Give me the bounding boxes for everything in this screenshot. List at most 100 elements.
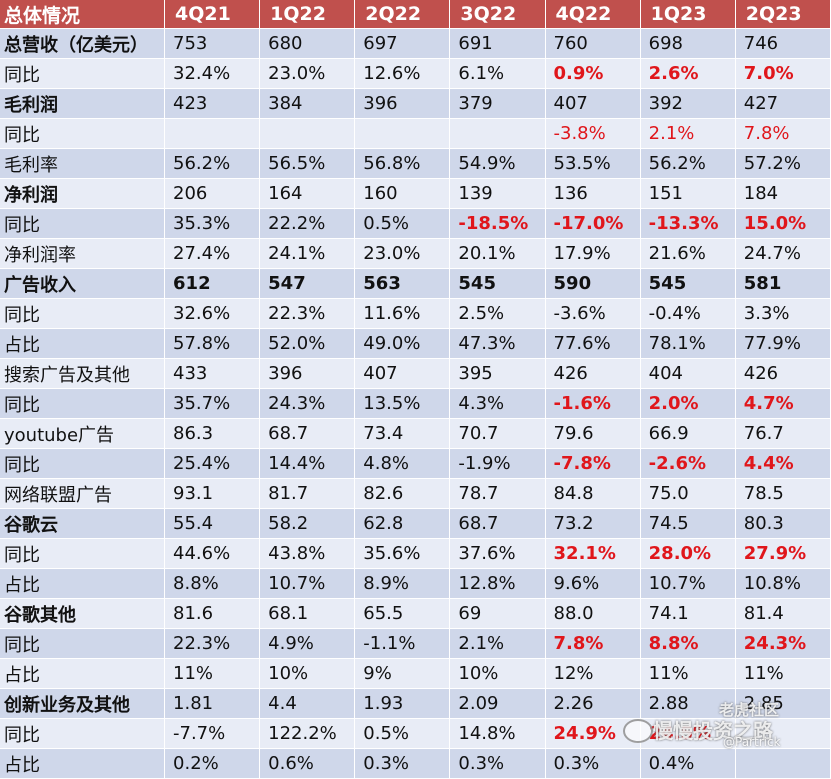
row-label: 同比 [0,119,166,149]
table-cell: -18.5% [450,209,546,239]
table-cell: 0.6% [260,749,356,779]
row-label: 同比 [0,209,166,239]
table-cell: 78.5 [735,479,831,509]
row-label: 广告收入 [0,269,166,299]
table-cell: 1.81 [165,689,261,719]
table-cell: -3.6% [545,299,641,329]
table-cell: 407 [355,359,451,389]
table-cell: 32.4% [165,59,261,89]
table-cell: 122.2% [260,719,356,749]
table-cell: -13.3% [640,209,736,239]
table-cell: 8.8% [165,569,261,599]
table-cell: 11% [640,659,736,689]
table-cell: 78.1% [640,329,736,359]
table-cell: 164 [260,179,356,209]
table-cell: 753 [165,29,261,59]
table-cell: 68.7 [260,419,356,449]
table-cell: 81.4 [735,599,831,629]
table-cell: 37.6% [450,539,546,569]
table-cell: 0.3% [545,749,641,779]
table-row: youtube广告 86.3 68.7 73.4 70.7 79.6 66.9 76.7 [0,419,831,449]
table-cell: 56.2% [165,149,261,179]
table-cell: 35.6% [355,539,451,569]
table-cell: 2.85 [735,689,831,719]
row-label: 占比 [0,329,166,359]
table-cell: 27.4% [165,239,261,269]
table-row: 同比 22.3% 4.9% -1.1% 2.1% 7.8% 8.8% 24.3% [0,629,831,659]
table-cell: 75.0 [640,479,736,509]
table-cell: 76.7 [735,419,831,449]
table-cell: 24.9% [545,719,641,749]
table-cell: 24.7% [735,239,831,269]
row-label: 谷歌云 [0,509,166,539]
table-cell: 52.0% [260,329,356,359]
table-cell: 10% [260,659,356,689]
table-cell: 160 [355,179,451,209]
table-cell: 68.7 [450,509,546,539]
table-cell [355,119,451,149]
table-row: 广告收入 612 547 563 545 590 545 581 [0,269,831,299]
table-cell: 84.8 [545,479,641,509]
table-row: 同比 25.4% 14.4% 4.8% -1.9% -7.8% -2.6% 4.4% [0,449,831,479]
table-cell: 24.1% [260,239,356,269]
table-cell: 14.8% [450,719,546,749]
table-cell: 66.9 [640,419,736,449]
table-cell: 4.7% [735,389,831,419]
table-cell: 70.7 [450,419,546,449]
table-cell: 88.0 [545,599,641,629]
table-row: 毛利润 423 384 396 379 407 392 427 [0,89,831,119]
table-cell: 57.2% [735,149,831,179]
table-cell: 379 [450,89,546,119]
table-cell: 93.1 [165,479,261,509]
table-cell: 396 [355,89,451,119]
table-cell: 24.5% [640,719,736,749]
table-cell: 7.0% [735,59,831,89]
table-cell: 136 [545,179,641,209]
table-cell: 23.0% [260,59,356,89]
table-cell: 11% [165,659,261,689]
table-cell: 384 [260,89,356,119]
table-cell: 56.5% [260,149,356,179]
table-cell: 10.7% [640,569,736,599]
table-cell: -7.7% [165,719,261,749]
row-label: 同比 [0,299,166,329]
table-cell: 44.6% [165,539,261,569]
table-cell: 17.9% [545,239,641,269]
table-cell [450,119,546,149]
table-cell: 396 [260,359,356,389]
table-cell [165,119,261,149]
table-cell: 547 [260,269,356,299]
table-cell: 11.6% [355,299,451,329]
table-row: 同比 35.7% 24.3% 13.5% 4.3% -1.6% 2.0% 4.7% [0,389,831,419]
table-cell: 427 [735,89,831,119]
table-row: 总营收（亿美元） 753 680 697 691 760 698 746 [0,29,831,59]
table-cell: 9% [355,659,451,689]
table-body: 总营收（亿美元） 753 680 697 691 760 698 746 同比 32.4% 23.0… [0,29,831,779]
table-cell: 4.4% [735,449,831,479]
table-row: 同比 32.4% 23.0% 12.6% 6.1% 0.9% 2.6% 7.0% [0,59,831,89]
table-cell: 563 [355,269,451,299]
table-cell: 10.7% [260,569,356,599]
row-label: 毛利率 [0,149,166,179]
table-cell: 22.3% [165,629,261,659]
table-cell: 590 [545,269,641,299]
table-cell: 184 [735,179,831,209]
table-row: 占比 11% 10% 9% 10% 12% 11% 11% [0,659,831,689]
table-cell: 80.3 [735,509,831,539]
row-label: 占比 [0,569,166,599]
header-cell-period: 3Q22 [450,0,546,29]
row-label: 占比 [0,659,166,689]
row-label: 同比 [0,389,166,419]
table-row: 谷歌其他 81.6 68.1 65.5 69 88.0 74.1 81.4 [0,599,831,629]
table-cell: 78.7 [450,479,546,509]
row-label: 同比 [0,59,166,89]
row-label: 搜索广告及其他 [0,359,166,389]
table-cell: 612 [165,269,261,299]
header-cell-period: 2Q23 [735,0,831,29]
table-cell: 0.9% [545,59,641,89]
table-cell: 32.6% [165,299,261,329]
table-cell: 206 [165,179,261,209]
row-label: 占比 [0,749,166,779]
table-cell: 0.3% [355,749,451,779]
